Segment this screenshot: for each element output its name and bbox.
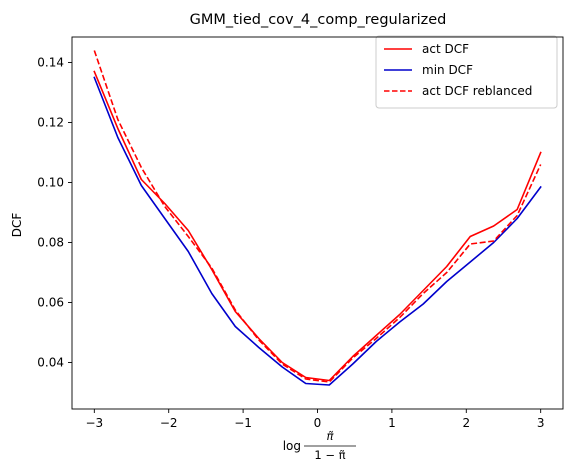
y-tick-label: 0.04 — [37, 356, 64, 370]
legend-box — [375, 35, 558, 109]
y-axis-label: DCF — [10, 213, 24, 238]
legend-label-2: act DCF reblanced — [422, 84, 532, 98]
y-tick-label: 0.06 — [37, 296, 64, 310]
x-tick-label: 0 — [314, 416, 322, 430]
x-tick-label: −1 — [234, 416, 252, 430]
x-tick-label: 3 — [537, 416, 545, 430]
x-tick-label: 2 — [462, 416, 470, 430]
x-tick-label: 1 — [388, 416, 396, 430]
x-tick-label: −2 — [160, 416, 178, 430]
y-tick-label: 0.10 — [37, 176, 64, 190]
x-label-denominator: 1 − π̃ — [314, 448, 345, 462]
series-line-1 — [93, 76, 542, 386]
y-tick-label: 0.12 — [37, 116, 64, 130]
y-tick-label: 0.08 — [37, 236, 64, 250]
x-axis-label: log π̃ 1 − π̃ — [283, 429, 356, 462]
x-label-numerator: π̃ — [327, 429, 335, 443]
series-line-0 — [93, 70, 542, 382]
legend-label-0: act DCF — [422, 42, 469, 56]
y-tick-label: 0.14 — [37, 56, 64, 70]
x-tick-label: −3 — [85, 416, 103, 430]
chart-title: GMM_tied_cov_4_comp_regularized — [190, 12, 447, 28]
series-line-2 — [93, 50, 542, 383]
legend: act DCF min DCF act DCF reblanced — [375, 35, 558, 109]
legend-label-1: min DCF — [422, 63, 473, 77]
x-label-log: log — [283, 439, 301, 453]
